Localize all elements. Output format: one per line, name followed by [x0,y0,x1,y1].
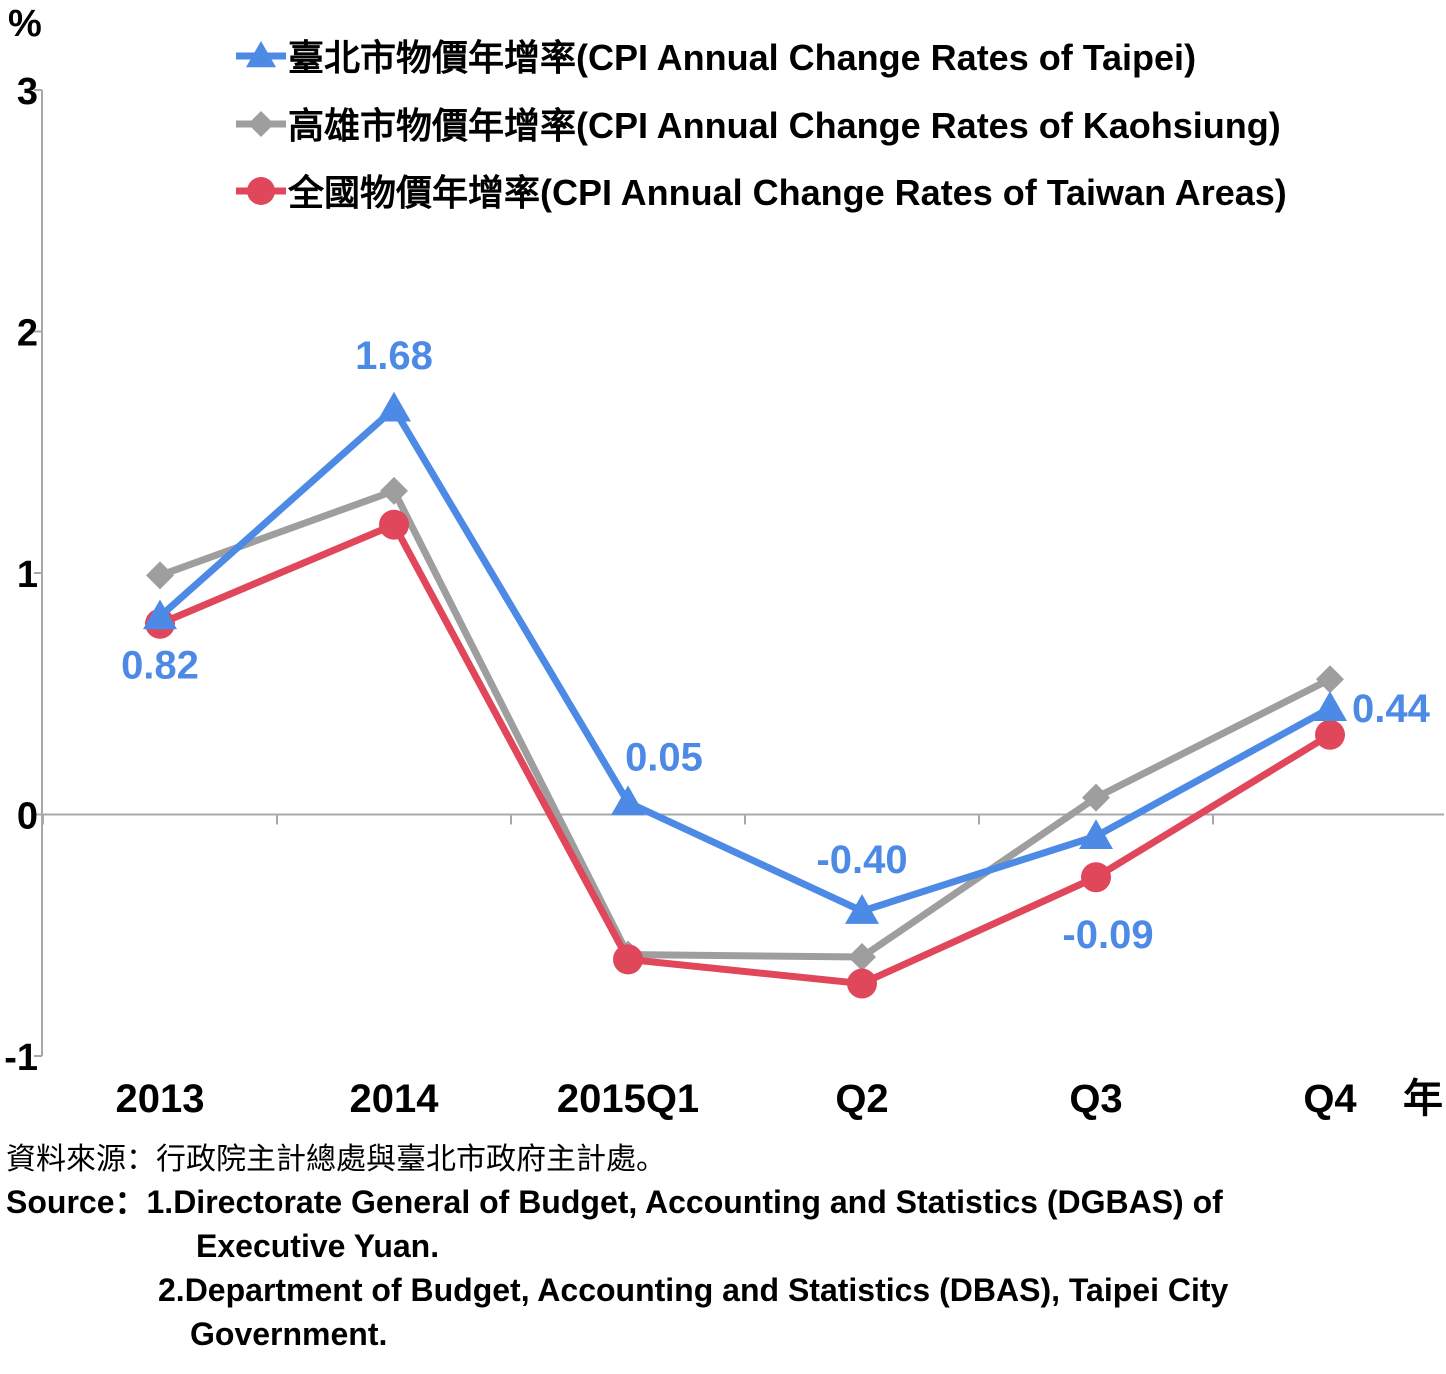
source-line1: Source：1.Directorate General of Budget, … [6,1180,1436,1224]
data-label-taipei: 0.82 [121,643,199,687]
x-tick-label: 2014 [350,1077,440,1121]
legend-marker-taipei [246,41,276,68]
legend-label: 高雄市物價年增率(CPI Annual Change Rates of Kaoh… [288,105,1281,146]
legend-label: 臺北市物價年增率(CPI Annual Change Rates of Taip… [288,37,1196,78]
y-tick-label: -1 [4,1037,38,1079]
point-taiwan [1315,719,1345,750]
series-group [143,391,1347,999]
point-kaohsiung [146,561,174,590]
point-kaohsiung [848,942,876,971]
point-kaohsiung [1082,783,1110,812]
legend-marker-kaohsiung [248,111,274,137]
data-label-taipei: 0.44 [1352,687,1431,731]
source-line2: 2.Department of Budget, Accounting and S… [158,1272,1229,1308]
point-taipei [143,599,177,630]
legend-label: 全國物價年增率(CPI Annual Change Rates of Taiwa… [287,172,1287,213]
x-tick-label: Q3 [1069,1077,1122,1121]
y-unit-label: % [8,3,42,45]
y-tick-label: 1 [17,554,38,596]
point-taiwan [379,509,409,540]
point-taipei [845,894,879,924]
cpi-line-chart: % 年 -1 0 1 2 3 2013 2014 2015Q1 Q2 Q3 Q4 0.82 1.68… [4,3,1444,1121]
series-line-taipei [157,405,1332,915]
y-tick-label: 3 [17,71,38,113]
legend: 臺北市物價年增率(CPI Annual Change Rates of Taip… [236,37,1287,213]
source-zh: 資料來源：行政院主計總處與臺北市政府主計處。 [6,1142,666,1177]
series-line-taiwan [158,521,1332,988]
x-tick-label: 2015Q1 [557,1077,699,1121]
point-taipei [1313,691,1347,721]
x-tick-label: Q4 [1303,1077,1357,1121]
y-tick-label: 2 [17,313,38,355]
legend-item-taiwan: 全國物價年增率(CPI Annual Change Rates of Taiwa… [236,172,1287,213]
point-taiwan [847,968,877,999]
x-tick-label: 2013 [116,1077,205,1121]
source-prefix: Source： [6,1184,147,1220]
source-item-1: 1.Directorate General of Budget, Account… [146,1184,1223,1220]
x-tick-labels: 2013 2014 2015Q1 Q2 Q3 Q4 [116,1077,1358,1121]
point-kaohsiung [380,476,408,505]
data-label-taipei: -0.09 [1062,913,1153,957]
legend-item-kaohsiung: 高雄市物價年增率(CPI Annual Change Rates of Kaoh… [236,105,1281,146]
point-taiwan [1081,862,1111,893]
x-tick-label: Q2 [835,1077,888,1121]
x-unit-label: 年 [1403,1077,1443,1121]
point-taipei [1079,819,1113,849]
source-notes: 資料來源：行政院主計總處與臺北市政府主計處。 Source：1.Director… [6,1140,1436,1356]
point-taipei [611,785,645,816]
y-tick-label: 0 [17,796,38,838]
legend-item-taipei: 臺北市物價年增率(CPI Annual Change Rates of Taip… [236,37,1196,78]
series-taipei [143,391,1347,924]
series-line-kaohsiung [158,487,1332,961]
data-labels: 0.82 1.68 0.05 -0.40 -0.09 0.44 [121,334,1431,957]
y-tick-labels: -1 0 1 2 3 [4,71,38,1079]
axes [34,89,1444,1057]
point-taiwan [613,944,643,975]
data-label-taipei: 1.68 [355,334,433,378]
data-label-taipei: 0.05 [625,735,703,779]
series-taiwan [145,509,1345,999]
legend-marker-taiwan [247,177,275,205]
source-line1b: Executive Yuan. [196,1228,440,1264]
source-line2b: Government. [190,1316,388,1352]
point-kaohsiung [1316,665,1344,694]
point-taipei [377,391,411,422]
data-label-taipei: -0.40 [816,838,907,882]
